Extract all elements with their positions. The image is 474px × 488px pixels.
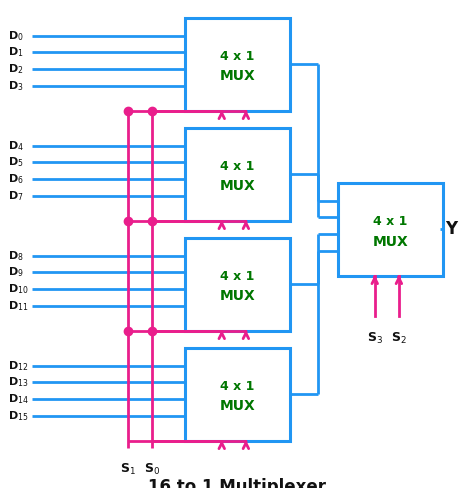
Text: D$_1$: D$_1$ — [8, 45, 24, 59]
Text: Y: Y — [445, 220, 457, 238]
Text: D$_{12}$: D$_{12}$ — [8, 359, 28, 373]
Text: 4 x 1: 4 x 1 — [220, 380, 255, 393]
Text: D$_{13}$: D$_{13}$ — [8, 375, 28, 389]
Bar — [185, 128, 290, 221]
Text: S$_2$: S$_2$ — [391, 331, 407, 346]
Text: D$_5$: D$_5$ — [8, 155, 24, 169]
Text: D$_{10}$: D$_{10}$ — [8, 282, 28, 296]
Text: D$_{14}$: D$_{14}$ — [8, 392, 29, 406]
Text: MUX: MUX — [219, 289, 255, 304]
Text: D$_6$: D$_6$ — [8, 172, 24, 186]
Text: D$_9$: D$_9$ — [8, 265, 24, 279]
Bar — [338, 183, 443, 276]
Text: D$_0$: D$_0$ — [8, 29, 24, 43]
Bar — [185, 238, 290, 331]
Text: 4 x 1: 4 x 1 — [220, 160, 255, 173]
Text: D$_3$: D$_3$ — [8, 79, 24, 93]
Text: MUX: MUX — [219, 69, 255, 83]
Text: D$_{15}$: D$_{15}$ — [8, 409, 28, 423]
Text: D$_8$: D$_8$ — [8, 249, 24, 263]
Text: D$_2$: D$_2$ — [8, 62, 24, 76]
Text: D$_{11}$: D$_{11}$ — [8, 299, 28, 313]
Text: MUX: MUX — [219, 180, 255, 194]
Text: S$_3$: S$_3$ — [367, 331, 383, 346]
Text: 4 x 1: 4 x 1 — [374, 215, 408, 228]
Bar — [185, 18, 290, 111]
Bar — [185, 348, 290, 441]
Text: D$_7$: D$_7$ — [8, 189, 24, 203]
Text: S$_0$: S$_0$ — [144, 462, 160, 477]
Text: 16 to 1 Multiplexer: 16 to 1 Multiplexer — [148, 478, 326, 488]
Text: S$_1$: S$_1$ — [120, 462, 136, 477]
Text: MUX: MUX — [373, 235, 409, 248]
Text: MUX: MUX — [219, 400, 255, 413]
Text: D$_4$: D$_4$ — [8, 139, 24, 153]
Text: 4 x 1: 4 x 1 — [220, 270, 255, 283]
Text: 4 x 1: 4 x 1 — [220, 50, 255, 63]
